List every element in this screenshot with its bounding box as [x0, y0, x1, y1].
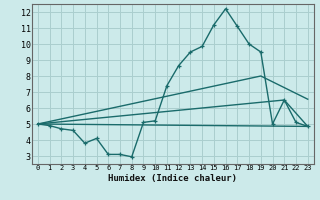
- X-axis label: Humidex (Indice chaleur): Humidex (Indice chaleur): [108, 174, 237, 183]
